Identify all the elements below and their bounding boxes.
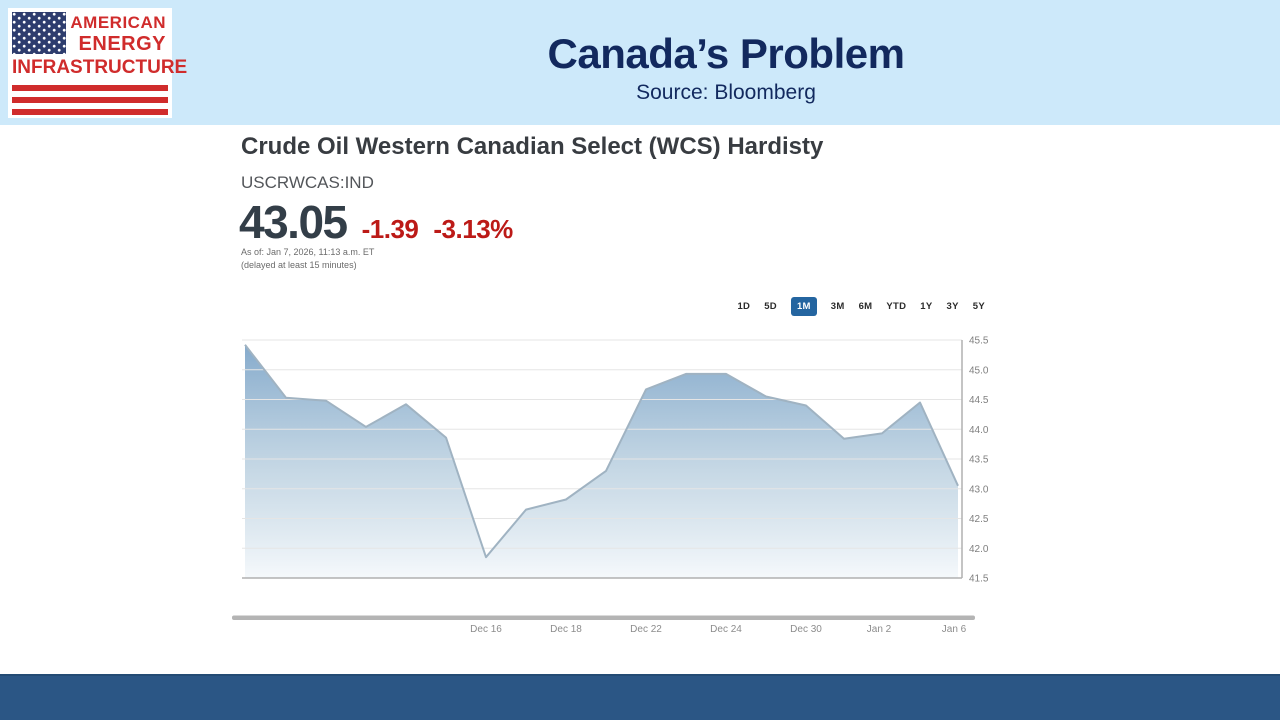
flag-stripe bbox=[12, 84, 168, 91]
y-axis-label: 44.0 bbox=[969, 425, 989, 436]
x-axis-label: Dec 30 bbox=[790, 624, 822, 635]
tab-ytd[interactable]: YTD bbox=[886, 301, 907, 312]
tab-5d[interactable]: 5D bbox=[764, 301, 777, 312]
instrument-title: Crude Oil Western Canadian Select (WCS) … bbox=[241, 133, 824, 160]
tab-3m[interactable]: 3M bbox=[830, 301, 845, 312]
y-axis-label: 42.0 bbox=[969, 544, 989, 555]
source-caption: Source: Bloomberg bbox=[636, 80, 816, 104]
y-axis-label: 43.0 bbox=[969, 484, 989, 495]
x-axis-label: Jan 2 bbox=[867, 624, 892, 635]
price-row: 43.05 -1.39 -3.13% bbox=[239, 199, 513, 245]
timeline-scrollbar[interactable] bbox=[232, 615, 975, 621]
company-logo: AMERICAN ENERGY INFRASTRUCTURE bbox=[8, 8, 188, 118]
as-of-note: As of: Jan 7, 2026, 11:13 a.m. ET (delay… bbox=[241, 246, 374, 272]
ticker-symbol: USCRWCAS:IND bbox=[241, 173, 374, 192]
y-axis-label: 41.5 bbox=[969, 574, 989, 585]
tab-1m[interactable]: 1M bbox=[790, 297, 817, 316]
last-price: 43.05 bbox=[239, 196, 348, 248]
tab-6m[interactable]: 6M bbox=[858, 301, 873, 312]
tab-3y[interactable]: 3Y bbox=[946, 301, 959, 312]
price-area-chart: 45.5 45.0 44.5 44.0 43.5 43.0 42.5 42.0 41.5 Dec … bbox=[232, 336, 989, 635]
chart-area-fill bbox=[245, 344, 958, 578]
logo-word-infrastructure: INFRASTRUCTURE bbox=[12, 57, 188, 78]
tab-5y[interactable]: 5Y bbox=[972, 301, 985, 312]
footer-bar bbox=[0, 674, 1280, 720]
flag-stripe bbox=[12, 96, 168, 103]
y-axis-label: 45.0 bbox=[969, 365, 989, 376]
x-axis-label: Dec 24 bbox=[710, 624, 742, 635]
time-range-tabs: 1D 5D 1M 3M 6M YTD 1Y 3Y 5Y bbox=[737, 297, 985, 316]
logo-word-energy: ENERGY bbox=[78, 33, 166, 55]
x-axis-label: Jan 6 bbox=[942, 624, 967, 635]
logo-word-american: AMERICAN bbox=[70, 13, 166, 32]
header-band: AMERICAN ENERGY INFRASTRUCTURE Canada’s … bbox=[0, 0, 1280, 125]
tab-1y[interactable]: 1Y bbox=[920, 301, 933, 312]
y-axis-label: 43.5 bbox=[969, 455, 989, 466]
y-axis-label: 42.5 bbox=[969, 514, 989, 525]
us-flag-stars-icon bbox=[12, 12, 66, 54]
x-axis-label: Dec 16 bbox=[470, 624, 502, 635]
y-axis-label: 45.5 bbox=[969, 336, 989, 347]
tab-1d[interactable]: 1D bbox=[737, 301, 751, 312]
as-of-timestamp: As of: Jan 7, 2026, 11:13 a.m. ET bbox=[241, 247, 375, 257]
flag-stripe bbox=[12, 108, 168, 115]
x-axis-label: Dec 18 bbox=[550, 624, 582, 635]
price-change-percent: -3.13% bbox=[433, 214, 513, 244]
price-change: -1.39 bbox=[361, 214, 419, 244]
chart-price-line bbox=[244, 344, 959, 559]
x-axis-label: Dec 22 bbox=[630, 624, 662, 635]
page-title: Canada’s Problem bbox=[547, 30, 905, 78]
y-axis-label: 44.5 bbox=[969, 395, 989, 406]
delay-note: (delayed at least 15 minutes) bbox=[241, 260, 357, 270]
